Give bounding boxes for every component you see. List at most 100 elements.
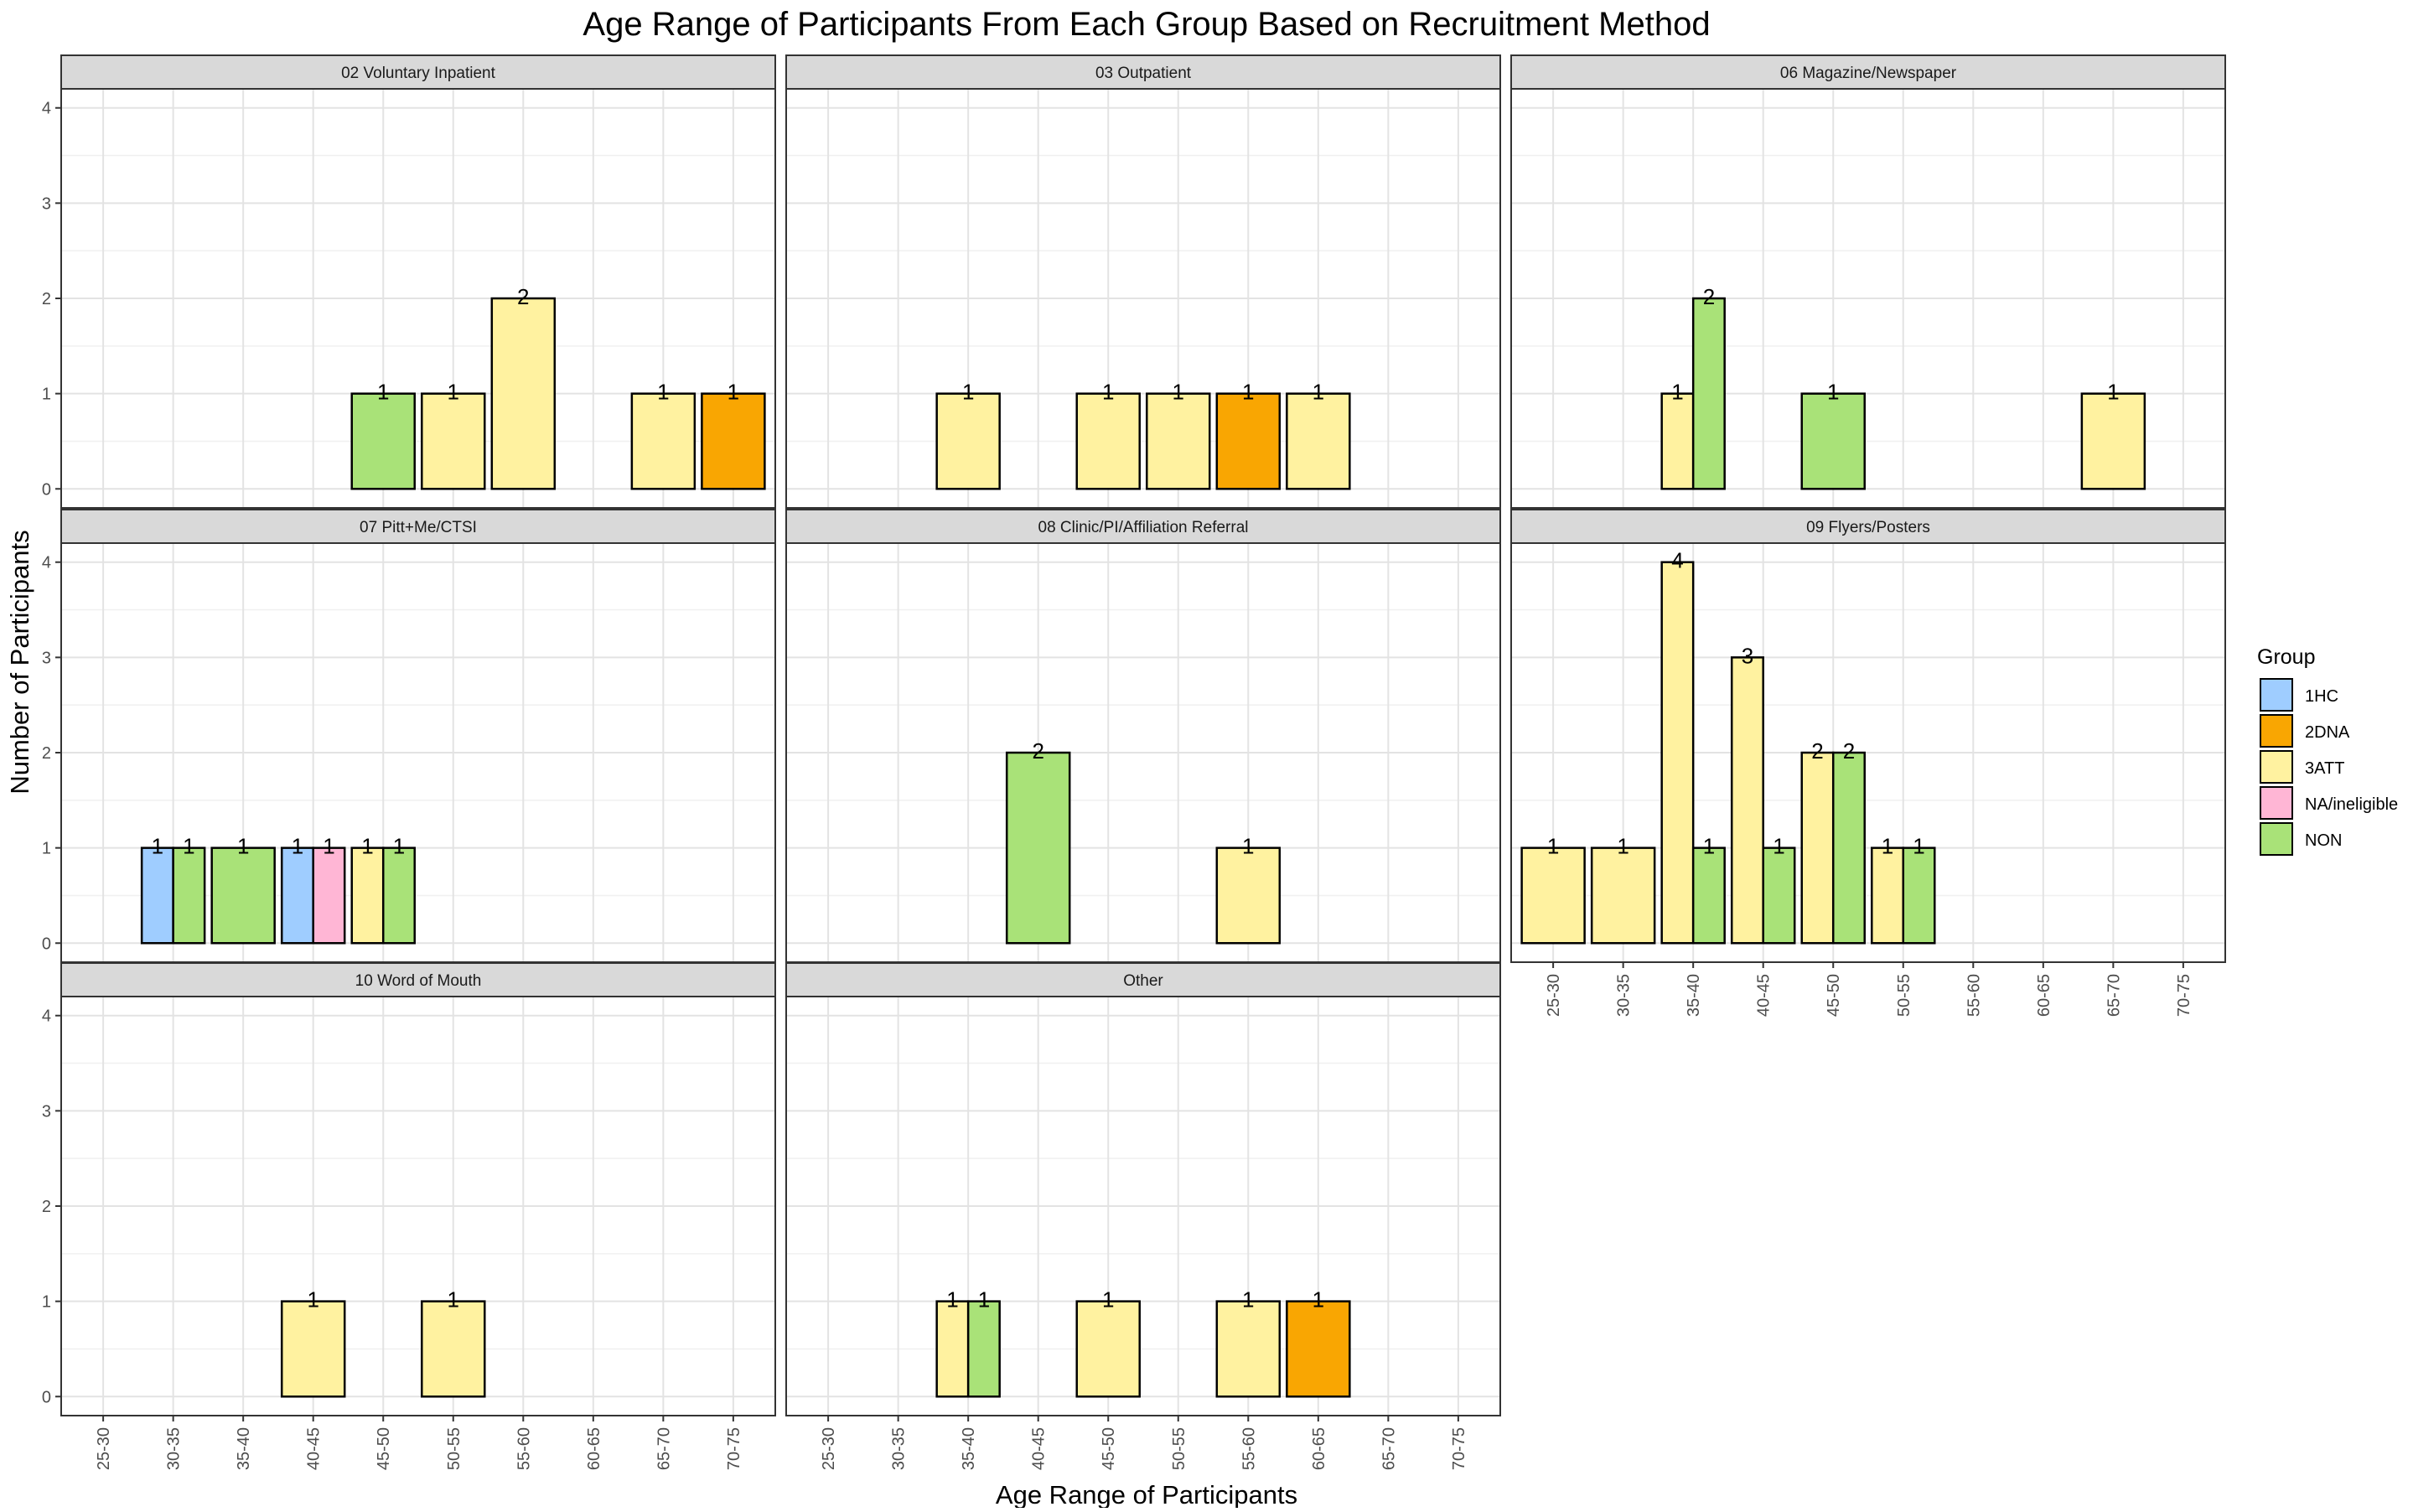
x-tick-label: 30-35: [165, 1427, 184, 1470]
x-tick-label: 35-40: [960, 1427, 978, 1470]
x-tick-label: 45-50: [1100, 1427, 1118, 1470]
x-tick-label: 25-30: [820, 1427, 838, 1470]
facet-strip: [785, 54, 1501, 90]
x-tick-label: 40-45: [1755, 974, 1774, 1017]
x-tick-label: 60-65: [2035, 974, 2053, 1017]
bar: [140, 847, 174, 945]
facet-panel: 08 Clinic/PI/Affiliation Referral 2 1: [785, 509, 1501, 963]
bar: [210, 847, 276, 945]
bar: [280, 1300, 346, 1398]
bar: [421, 392, 486, 490]
bar: [1831, 751, 1866, 945]
x-tick-label: 70-75: [1450, 1427, 1468, 1470]
facet-strip: [60, 54, 776, 90]
x-tick-label: 30-35: [890, 1427, 909, 1470]
data-label: 1: [1913, 834, 1924, 859]
legend-swatch: [2260, 750, 2293, 784]
y-tick-label: 4: [42, 1007, 51, 1026]
x-tick-label: 25-30: [95, 1427, 113, 1470]
bar: [1871, 847, 1905, 945]
bar: [1800, 392, 1866, 490]
bar: [1762, 847, 1796, 945]
bar: [1691, 297, 1726, 490]
x-tick-label: 65-70: [655, 1427, 673, 1470]
data-label: 1: [1671, 380, 1683, 405]
bar: [2080, 392, 2146, 490]
bar: [1075, 392, 1141, 490]
bar: [1902, 847, 1936, 945]
y-tick-label: 2: [42, 290, 51, 308]
data-label: 1: [657, 380, 669, 405]
data-label: 2: [1032, 738, 1043, 764]
data-label: 2: [1811, 738, 1823, 764]
x-tick-label: 35-40: [1685, 974, 1703, 1017]
bar: [1215, 1300, 1282, 1398]
legend-swatch: [2260, 678, 2293, 712]
data-label: 1: [2107, 380, 2119, 405]
data-label: 1: [183, 834, 194, 859]
bar: [1215, 392, 1282, 490]
facet-title: 03 Outpatient: [1095, 65, 1192, 82]
legend-label: 2DNA: [2305, 723, 2350, 742]
data-label: 1: [962, 380, 974, 405]
x-tick-label: 45-50: [1825, 974, 1843, 1017]
bar: [630, 392, 696, 490]
legend-label: 3ATT: [2305, 759, 2344, 778]
bar: [1590, 847, 1656, 945]
x-tick-label: 55-60: [1965, 974, 1983, 1017]
bar: [935, 1300, 970, 1398]
data-label: 1: [237, 834, 249, 859]
x-tick-label: 35-40: [235, 1427, 253, 1470]
bar: [935, 392, 1001, 490]
legend-label: NA/ineligible: [2305, 795, 2398, 814]
legend-label: 1HC: [2305, 687, 2338, 706]
data-label: 1: [292, 834, 303, 859]
bar: [172, 847, 206, 945]
legend-title: Group: [2257, 645, 2315, 669]
y-tick-label: 1: [42, 840, 51, 858]
facet-title: Other: [1123, 972, 1163, 990]
panel-border: [1510, 88, 2226, 509]
x-tick-label: 25-30: [1545, 974, 1563, 1017]
bar: [1800, 751, 1835, 945]
data-label: 1: [1242, 380, 1254, 405]
bar: [1691, 847, 1726, 945]
x-tick-label: 55-60: [515, 1427, 533, 1470]
facet-title: 06 Magazine/Newspaper: [1780, 65, 1957, 82]
x-tick-label: 55-60: [1240, 1427, 1258, 1470]
data-label: 1: [1102, 380, 1114, 405]
data-label: 1: [946, 1287, 958, 1313]
data-label: 1: [1547, 834, 1559, 859]
data-label: 1: [1102, 1287, 1114, 1313]
facet-panels: 02 Voluntary Inpatient 0 1 2 3 4 1 1 2 1 1 03 Outpa…: [42, 54, 2226, 1470]
data-label: 1: [1313, 380, 1324, 405]
x-tick-label: 45-50: [375, 1427, 393, 1470]
y-tick-label: 4: [42, 100, 51, 118]
x-tick-label: 60-65: [585, 1427, 603, 1470]
bar: [312, 847, 346, 945]
y-tick-label: 3: [42, 1102, 51, 1121]
facet-title: 02 Voluntary Inpatient: [341, 65, 496, 82]
legend-swatch: [2260, 822, 2293, 856]
data-label: 1: [377, 380, 389, 405]
data-label: 2: [517, 284, 529, 309]
y-tick-label: 0: [42, 1388, 51, 1406]
facet-panel: 10 Word of Mouth 0 1 2 3 4 1 1 25-30 30-35 35-40 40…: [42, 962, 776, 1470]
data-label: 1: [1703, 834, 1715, 859]
bar: [1146, 392, 1211, 490]
bar: [490, 297, 557, 490]
data-label: 1: [361, 834, 373, 859]
legend-label: NON: [2305, 831, 2342, 850]
x-tick-label: 65-70: [2105, 974, 2123, 1017]
x-tick-label: 70-75: [725, 1427, 743, 1470]
panel-border: [1510, 542, 2226, 963]
y-tick-label: 1: [42, 386, 51, 404]
x-tick-label: 40-45: [305, 1427, 324, 1470]
bar: [350, 847, 385, 945]
data-label: 2: [1703, 284, 1715, 309]
bar: [280, 847, 314, 945]
